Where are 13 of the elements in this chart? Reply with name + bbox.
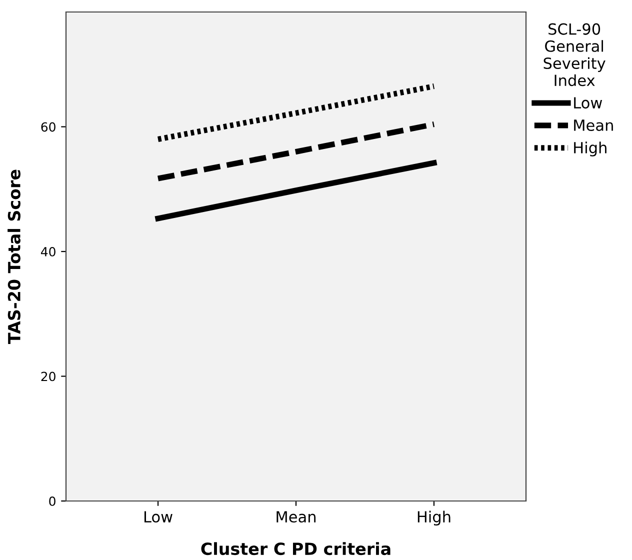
- legend-label: Low: [574, 97, 602, 109]
- y-tick-label: 40: [40, 246, 56, 256]
- y-tick-label: 0: [49, 496, 56, 506]
- x-axis-title: Cluster C PD criteria: [201, 542, 390, 556]
- legend-label: Mean: [574, 120, 613, 131]
- x-tick-label: High: [418, 510, 450, 526]
- legend-label: High: [574, 142, 606, 156]
- legend-title: SCL-90 General Severity Index: [544, 23, 606, 86]
- x-tick-label: Mean: [276, 511, 316, 523]
- y-tick-label: 60: [41, 122, 56, 132]
- y-axis-title: TAS-20 Total Score: [8, 170, 20, 344]
- x-tick-label: Low: [144, 511, 172, 523]
- y-tick-label: 20: [41, 372, 56, 382]
